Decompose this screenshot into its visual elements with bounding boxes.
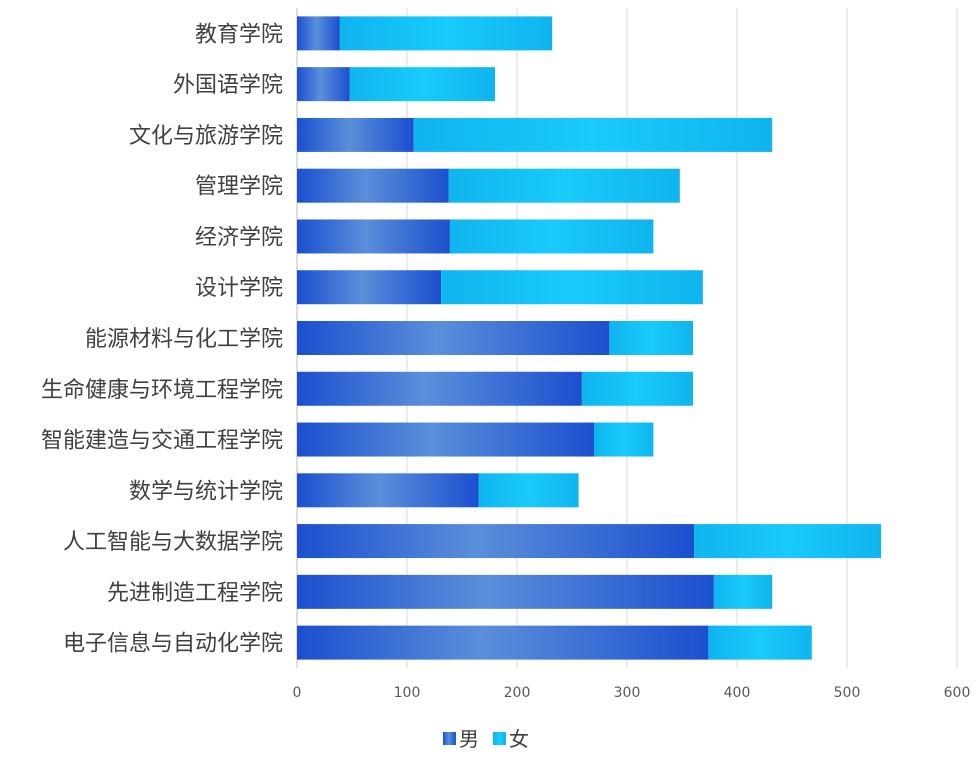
bar-male: [297, 574, 714, 609]
bar-male: [297, 321, 610, 355]
x-tick-label: 500: [834, 685, 861, 701]
x-tick-label: 200: [504, 685, 531, 701]
bar-male: [297, 524, 695, 559]
category-label: 先进制造工程学院: [107, 581, 283, 606]
bar-male: [297, 168, 449, 203]
bar-male: [297, 16, 340, 51]
bar-male: [297, 67, 350, 102]
bar-male: [297, 422, 594, 457]
category-label: 管理学院: [195, 175, 283, 200]
x-tick-label: 400: [724, 685, 751, 701]
legend-swatch: [443, 732, 456, 745]
bar-female: [349, 67, 495, 102]
category-label: 教育学院: [195, 22, 283, 47]
x-tick-labels: 0 100 200 300 400 500 600: [293, 685, 971, 701]
legend: 男女: [443, 727, 529, 751]
category-label: 能源材料与化工学院: [85, 327, 283, 352]
bar-female: [581, 371, 693, 406]
category-label: 电子信息与自动化学院: [63, 632, 283, 657]
legend-label: 男: [459, 727, 479, 751]
bar-female: [694, 524, 882, 559]
bar-female: [713, 574, 773, 609]
x-tick-label: 100: [394, 685, 421, 701]
bar-male: [297, 371, 582, 406]
category-label: 外国语学院: [173, 73, 283, 98]
category-label: 数学与统计学院: [129, 479, 283, 504]
category-label: 人工智能与大数据学院: [63, 530, 283, 555]
category-label: 生命健康与环境工程学院: [41, 378, 283, 403]
bar-female: [449, 219, 654, 254]
bar-female: [448, 168, 680, 203]
x-tick-label: 300: [614, 685, 641, 701]
bar-female: [708, 625, 812, 660]
x-tick-label: 0: [293, 685, 302, 701]
x-tick-label: 600: [944, 685, 971, 701]
bar-female: [478, 473, 579, 508]
bar-male: [297, 270, 442, 305]
category-label: 智能建造与交通工程学院: [41, 429, 283, 454]
bar-female: [339, 16, 553, 51]
legend-swatch: [493, 732, 506, 745]
bar-female: [413, 117, 773, 152]
category-label: 经济学院: [195, 225, 283, 250]
bars: [297, 16, 882, 660]
category-label: 文化与旅游学院: [129, 124, 283, 149]
bar-male: [297, 219, 450, 254]
category-labels: 教育学院外国语学院文化与旅游学院管理学院经济学院设计学院能源材料与化工学院生命健…: [41, 22, 283, 656]
bar-female: [441, 270, 703, 305]
bar-male: [297, 625, 709, 660]
bar-female: [594, 422, 654, 457]
legend-label: 女: [509, 727, 529, 751]
bar-male: [297, 117, 414, 152]
category-label: 设计学院: [195, 276, 283, 301]
bar-female: [609, 321, 693, 355]
bar-male: [297, 473, 479, 508]
